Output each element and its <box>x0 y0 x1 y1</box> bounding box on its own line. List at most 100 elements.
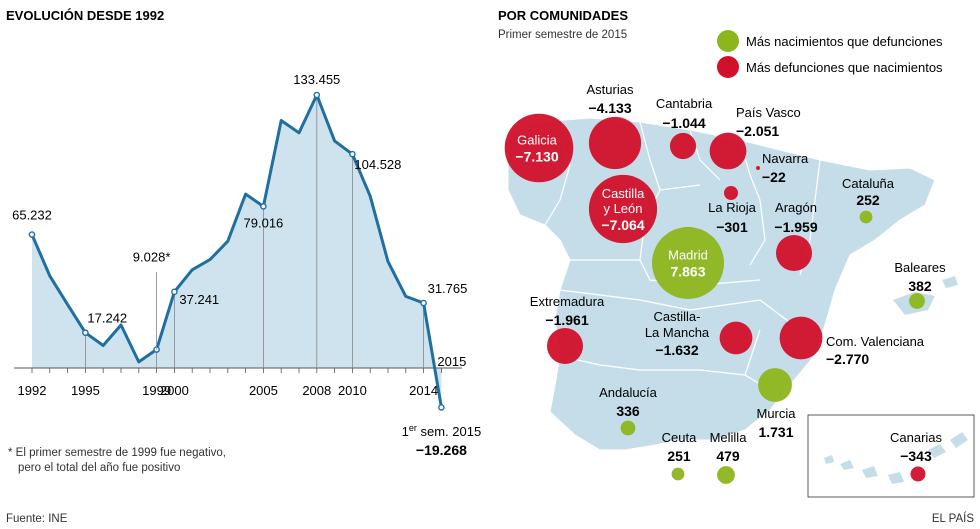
bubble <box>909 293 925 309</box>
region-name-label: Andalucía <box>599 385 658 400</box>
bubble <box>756 166 760 170</box>
bubble-name-label: y León <box>603 201 642 216</box>
right-chart-subtitle: Primer semestre de 2015 <box>498 29 627 41</box>
x-tick-label: 1999 <box>142 383 171 398</box>
x-tick-label: 1992 <box>18 383 47 398</box>
data-point <box>28 231 36 238</box>
data-label: 17.242 <box>87 311 127 326</box>
region-value-label: −4.133 <box>588 100 631 116</box>
area-fill <box>32 95 442 408</box>
region-name-label: Baleares <box>894 260 946 275</box>
region-value-label: 479 <box>716 448 740 464</box>
bubble <box>671 467 685 481</box>
canarias-islands <box>824 432 968 484</box>
data-point <box>171 288 178 296</box>
region-value-label: −1.959 <box>774 219 817 235</box>
bubble <box>652 227 724 299</box>
bubble <box>758 368 792 402</box>
bubble <box>776 235 812 271</box>
data-point <box>260 203 267 210</box>
region-name-label: Murcia <box>756 406 796 421</box>
bubble <box>910 466 926 482</box>
right-chart: POR COMUNIDADES Primer semestre de 2015 … <box>498 8 975 525</box>
bubble <box>719 321 753 355</box>
credit-label: EL PAÍS <box>932 512 975 525</box>
area-layer <box>14 91 462 411</box>
data-label: 79.016 <box>244 215 284 230</box>
region-name-label: Asturias <box>587 82 634 97</box>
bubbles-layer: Galicia−7.130 Asturias −4.133 Cantabria −1.0… <box>504 82 946 484</box>
region-name-label: Melilla <box>710 430 748 445</box>
x-tick-label: 1995 <box>71 383 100 398</box>
bubble <box>779 316 823 360</box>
region-value-label: −1.632 <box>655 342 698 358</box>
region-name-label: La Rioja <box>708 200 756 215</box>
x-tick-label: 2000 <box>160 383 189 398</box>
series-line <box>30 93 443 408</box>
left-chart-title: EVOLUCIÓN DESDE 1992 <box>6 8 164 23</box>
region-name-label: Extremadura <box>530 294 605 309</box>
data-point <box>313 91 321 99</box>
region-name-label: Cataluña <box>842 176 895 191</box>
data-point <box>349 150 356 158</box>
data-label: 133.455 <box>293 72 340 87</box>
bubble <box>504 113 574 183</box>
region-value-label: −343 <box>900 448 932 464</box>
bubble <box>669 132 697 160</box>
data-point <box>420 299 427 307</box>
region-value-label: 252 <box>856 192 880 208</box>
region-value-label: 251 <box>667 448 691 464</box>
region-value-label: 382 <box>908 278 932 294</box>
region-name-label: Ceuta <box>662 430 697 445</box>
region-value-label: −2.770 <box>826 351 869 367</box>
region-value-label: −2.051 <box>736 123 779 139</box>
region-value-label: −1.044 <box>662 115 705 131</box>
legend-negative-swatch <box>717 56 739 78</box>
legend-negative-label: Más defunciones que nacimientos <box>746 60 943 75</box>
region-name-label: Aragón <box>775 200 817 215</box>
canarias-inset-frame <box>807 414 975 498</box>
data-label: 1er sem. 2015 <box>402 423 482 439</box>
region-name-label: Cantabria <box>656 96 713 111</box>
footnote-line-1: * El primer semestre de 1999 fue negativ… <box>8 447 226 459</box>
bubble <box>547 328 583 364</box>
region-name-label: País Vasco <box>736 105 801 120</box>
source-note: Fuente: INE <box>6 513 68 525</box>
data-label: 104.528 <box>354 157 401 172</box>
x-tick-label: 2015 <box>437 354 466 369</box>
data-label-value: −19.268 <box>416 442 467 458</box>
region-value-label: 1.731 <box>758 424 793 440</box>
region-value-label: −22 <box>762 169 786 185</box>
region-name-label: Canarias <box>890 430 943 445</box>
bubble <box>717 466 735 484</box>
legend: Más nacimientos que defunciones Más defu… <box>717 30 943 78</box>
x-tick-label: 2005 <box>249 383 278 398</box>
region-name-label: Com. Valenciana <box>826 334 925 349</box>
bubble <box>859 210 873 224</box>
bubble-value-label: 7.863 <box>670 264 705 280</box>
right-chart-title: POR COMUNIDADES <box>498 8 628 23</box>
region-value-label: 336 <box>616 403 640 419</box>
bubble <box>620 420 636 436</box>
data-label: 31.765 <box>428 281 468 296</box>
baleares-island-small <box>942 276 958 288</box>
bubble <box>588 174 658 244</box>
bubble <box>724 186 738 200</box>
bubble <box>709 132 747 170</box>
x-tick-label: 2010 <box>338 383 367 398</box>
bubble-value-label: −7.064 <box>601 217 644 233</box>
x-tick-label: 2014 <box>409 383 438 398</box>
data-label: 65.232 <box>12 208 52 223</box>
legend-positive-label: Más nacimientos que defunciones <box>746 34 943 49</box>
data-label: 37.241 <box>179 292 219 307</box>
footnote-line-2: pero el total del año fue positivo <box>18 462 180 474</box>
region-name-label: La Mancha <box>645 325 710 340</box>
bubble-name-label: Castilla <box>602 186 645 201</box>
legend-positive-swatch <box>717 30 739 52</box>
region-value-label: −1.961 <box>545 312 588 328</box>
x-tick-label: 2008 <box>302 383 331 398</box>
bubble-value-label: −7.130 <box>515 149 558 165</box>
